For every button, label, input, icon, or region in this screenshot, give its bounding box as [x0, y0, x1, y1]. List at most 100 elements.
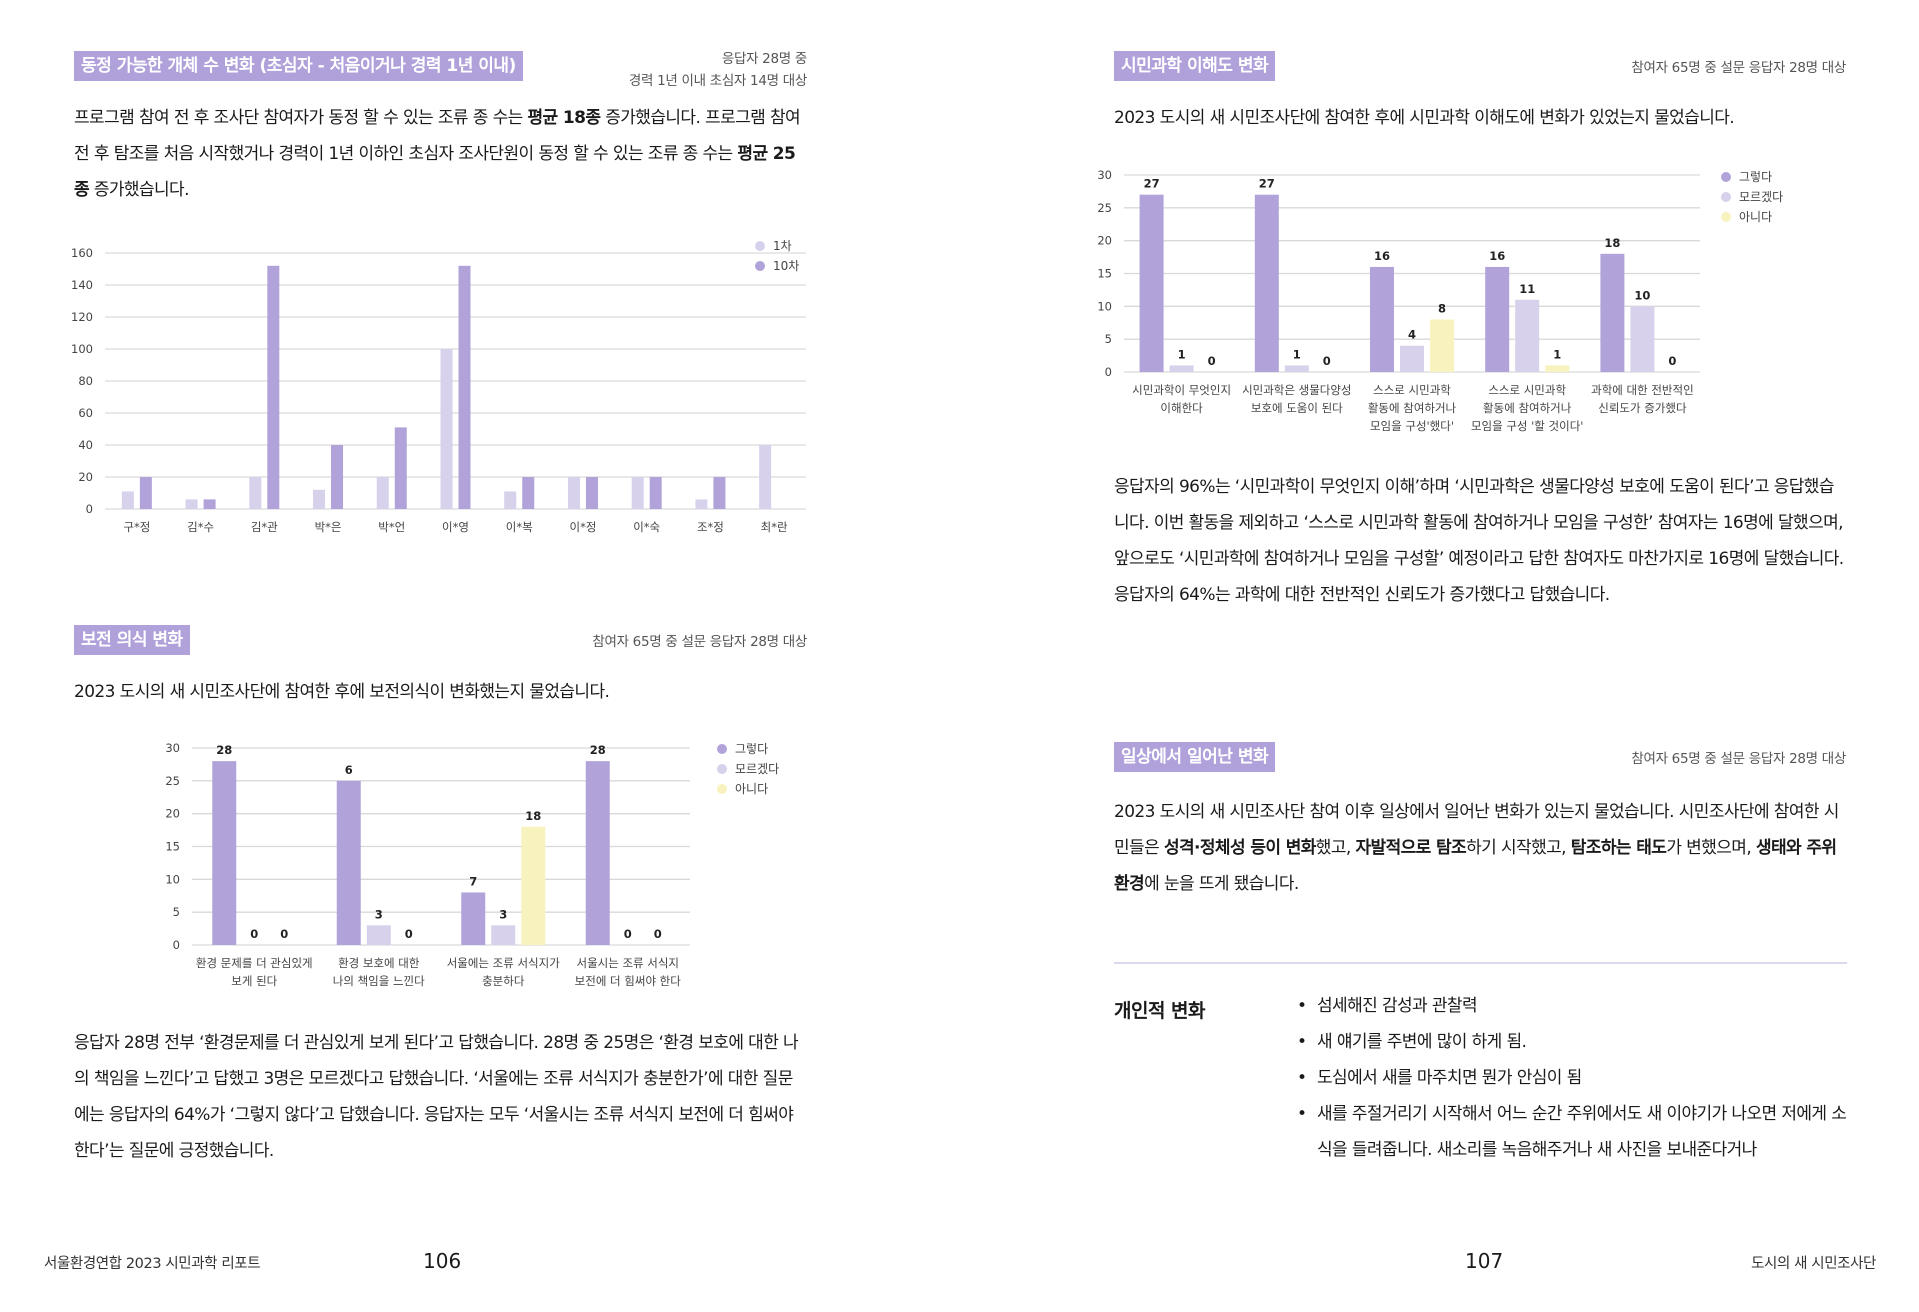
legend-swatch-icon	[717, 764, 727, 774]
bar-value-label: 28	[216, 743, 232, 757]
personal-change-list: 섬세해진 감성과 관찰력 새 얘기를 주변에 많이 하게 됨. 도심에서 새를 …	[1297, 988, 1847, 1168]
y-tick-label: 80	[78, 374, 93, 388]
bar-value-label: 3	[499, 907, 507, 921]
x-category-label: 보전에 더 힘써야 한다	[575, 974, 682, 988]
y-tick-label: 100	[71, 342, 93, 356]
y-tick-label: 60	[78, 406, 93, 420]
bar	[121, 491, 134, 509]
list-item: 도심에서 새를 마주치면 뭔가 안심이 됨	[1297, 1060, 1847, 1096]
bar	[585, 761, 610, 945]
bar	[249, 477, 262, 509]
y-tick-label: 5	[173, 905, 180, 919]
species-id-paragraph: 프로그램 참여 전 후 조사단 참여자가 동정 할 수 있는 조류 종 수는 평…	[74, 100, 807, 208]
bar	[1630, 306, 1655, 372]
x-category-label: 김*수	[187, 520, 214, 534]
highlight: 탐조하는 태도	[1570, 838, 1667, 858]
bar	[313, 489, 326, 509]
bar	[376, 477, 389, 509]
highlight: 성격·정체성 등이 변화	[1163, 838, 1316, 858]
bar	[1370, 266, 1394, 372]
y-tick-label: 20	[78, 470, 93, 484]
x-category-label: 스스로 시민과학	[1373, 383, 1451, 397]
section-tag-citizen-science: 시민과학 이해도 변화	[1114, 51, 1276, 81]
text: 증가했습니다. 프로그램 참여 전 후 탐조를 처음 시작했거나 경력이 1년 …	[74, 108, 801, 164]
section-note-conservation: 참여자 65명 중 설문 응답자 28명 대상	[592, 634, 807, 650]
x-category-label: 이*숙	[633, 520, 660, 534]
personal-change-title: 개인적 변화	[1114, 1000, 1206, 1022]
legend-label: 아니다	[735, 782, 768, 796]
bar	[713, 477, 726, 509]
highlight-avg-18: 평균 18종	[527, 108, 602, 128]
y-tick-label: 15	[165, 840, 180, 854]
citizen-science-summary: 응답자의 96%는 ‘시민과학이 무엇인지 이해’하며 ‘시민과학은 생물다양성…	[1114, 477, 1844, 605]
highlight: 자발적으로 탐조	[1355, 838, 1467, 858]
bar	[522, 477, 535, 509]
legend-swatch-icon	[1721, 172, 1731, 182]
y-tick-label: 10	[1097, 299, 1112, 313]
bar	[1284, 365, 1309, 372]
bar-value-label: 0	[250, 927, 258, 941]
bar	[1545, 365, 1570, 372]
highlight: 생태와 주위 환경	[1114, 838, 1837, 894]
bar-value-label: 0	[1668, 354, 1676, 368]
citizen-science-intro: 2023 도시의 새 시민조사단에 참여한 후에 시민과학 이해도에 변화가 있…	[1114, 108, 1735, 128]
bar-value-label: 1	[1553, 347, 1561, 361]
y-tick-label: 140	[71, 278, 93, 292]
bar	[567, 477, 580, 509]
bar-value-label: 3	[375, 907, 383, 921]
text: 프로그램 참여 전 후 조사단 참여자가 동정 할 수 있는 조류 종 수는	[74, 108, 528, 128]
bar	[649, 477, 662, 509]
conservation-bar-chart: 0 5 10 15 20 25 30 28 0 0 환경 문제를 더 관심있게 보게 된다 6 3 0 환경 …	[160, 735, 800, 1000]
bar-value-label: 1	[1293, 347, 1301, 361]
legend-swatch-icon	[755, 241, 765, 251]
bar-value-label: 8	[1438, 301, 1446, 315]
bar	[1139, 194, 1164, 372]
bar	[585, 477, 598, 509]
bar	[203, 499, 216, 509]
conservation-intro: 2023 도시의 새 시민조사단에 참여한 후에 보전의식이 변화했는지 물었습…	[74, 682, 610, 702]
legend-swatch-icon	[1721, 212, 1731, 222]
y-tick-label: 120	[71, 310, 93, 324]
bar	[440, 349, 453, 509]
x-category-label: 충분하다	[482, 974, 525, 988]
x-category-label: 서울시는 조류 서식지	[576, 956, 679, 970]
legend-label: 모르겠다	[1739, 190, 1783, 204]
page-number-106: 106	[423, 1249, 462, 1273]
bar	[1400, 345, 1424, 372]
list-item: 새 얘기를 주변에 많이 하게 됨.	[1297, 1024, 1847, 1060]
note-line-2: 경력 1년 이내 초심자 14명 대상	[628, 73, 807, 89]
bar-value-label: 16	[1374, 249, 1390, 263]
y-tick-label: 30	[165, 741, 180, 755]
legend-swatch-icon	[717, 744, 727, 754]
legend-label: 10차	[773, 259, 799, 273]
bar-value-label: 18	[525, 809, 541, 823]
y-tick-label: 20	[165, 807, 180, 821]
conservation-summary: 응답자 28명 전부 ‘환경문제를 더 관심있게 보게 된다’고 답했습니다. …	[74, 1033, 799, 1161]
bar-value-label: 28	[590, 743, 606, 757]
text: 하기 시작했고,	[1466, 838, 1571, 858]
y-tick-label: 25	[165, 774, 180, 788]
x-category-label: 모임을 구성'했다'	[1370, 419, 1454, 433]
x-category-label: 신뢰도가 증가했다	[1598, 401, 1687, 415]
daily-life-paragraph: 2023 도시의 새 시민조사단 참여 이후 일상에서 일어난 변화가 있는지 …	[1114, 794, 1847, 902]
bar-value-label: 0	[280, 927, 288, 941]
x-category-label: 환경 보호에 대한	[338, 956, 420, 970]
x-category-label: 활동에 참여하거나	[1368, 401, 1457, 415]
bar	[1254, 194, 1279, 372]
text: 2023 도시의 새 시민조사단 참여 이후 일상에서 일어난 변화가 있는지 …	[1114, 802, 1839, 858]
legend-label: 아니다	[1739, 210, 1772, 224]
legend-label: 1차	[773, 239, 792, 253]
bar-value-label: 0	[1323, 354, 1331, 368]
y-tick-label: 0	[173, 938, 180, 952]
bar	[491, 925, 516, 945]
bar	[504, 491, 517, 509]
x-category-label: 모임을 구성 '할 것이다'	[1471, 419, 1584, 433]
bar	[185, 499, 198, 509]
x-category-label: 과학에 대한 전반적인	[1591, 383, 1694, 397]
x-category-label: 스스로 시민과학	[1488, 383, 1566, 397]
legend-label: 그렇다	[1739, 169, 1772, 184]
y-tick-label: 25	[1097, 201, 1112, 215]
y-tick-label: 30	[1097, 168, 1112, 182]
section-tag-conservation: 보전 의식 변화	[74, 625, 190, 655]
bar	[521, 826, 546, 945]
